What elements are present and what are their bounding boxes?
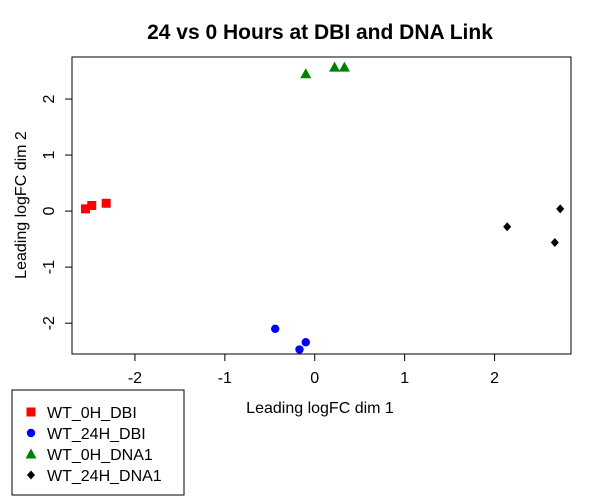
x-tick-label: -1 [218, 370, 232, 387]
x-tick-label: 0 [310, 370, 319, 387]
data-point [87, 201, 97, 210]
legend-marker [27, 470, 35, 480]
data-point [101, 198, 111, 208]
y-axis-label: Leading logFC dim 2 [13, 131, 30, 279]
data-point [556, 204, 565, 214]
x-tick-label: 1 [400, 370, 409, 387]
legend-label: WT_24H_DBI [47, 426, 146, 443]
y-tick-label: 0 [41, 207, 58, 216]
x-axis: -2 -1 0 1 2 [128, 353, 499, 387]
data-point [301, 338, 310, 347]
y-tick-label: 1 [41, 151, 58, 160]
data-point [550, 237, 559, 247]
chart-title: 24 vs 0 Hours at DBI and DNA Link [147, 21, 493, 44]
y-tick-label: -1 [41, 260, 58, 274]
legend: WT_0H_DBI WT_24H_DBI WT_0H_DNA1 WT_24H_DNA1 [11, 389, 185, 496]
plot-area-frame [71, 56, 572, 355]
legend-label: WT_0H_DNA1 [47, 447, 153, 464]
data-point [503, 222, 512, 232]
y-axis: -2 -1 0 1 2 [41, 94, 73, 330]
data-point [300, 68, 312, 79]
y-tick-label: -2 [41, 316, 58, 330]
x-tick-label: -2 [128, 370, 142, 387]
data-point [338, 61, 350, 72]
legend-marker [25, 448, 37, 459]
data-point [270, 324, 280, 333]
y-tick-label: 2 [41, 94, 58, 103]
legend-label: WT_0H_DBI [47, 405, 137, 422]
x-axis-label: Leading logFC dim 1 [246, 400, 394, 417]
legend-label: WT_24H_DNA1 [47, 468, 162, 485]
data-points [80, 61, 565, 354]
data-point [295, 345, 304, 354]
legend-marker [26, 407, 36, 417]
legend-marker [26, 428, 36, 438]
data-point [329, 61, 341, 72]
x-tick-label: 2 [490, 370, 499, 387]
data-point [80, 204, 90, 214]
legend-box [11, 389, 185, 496]
